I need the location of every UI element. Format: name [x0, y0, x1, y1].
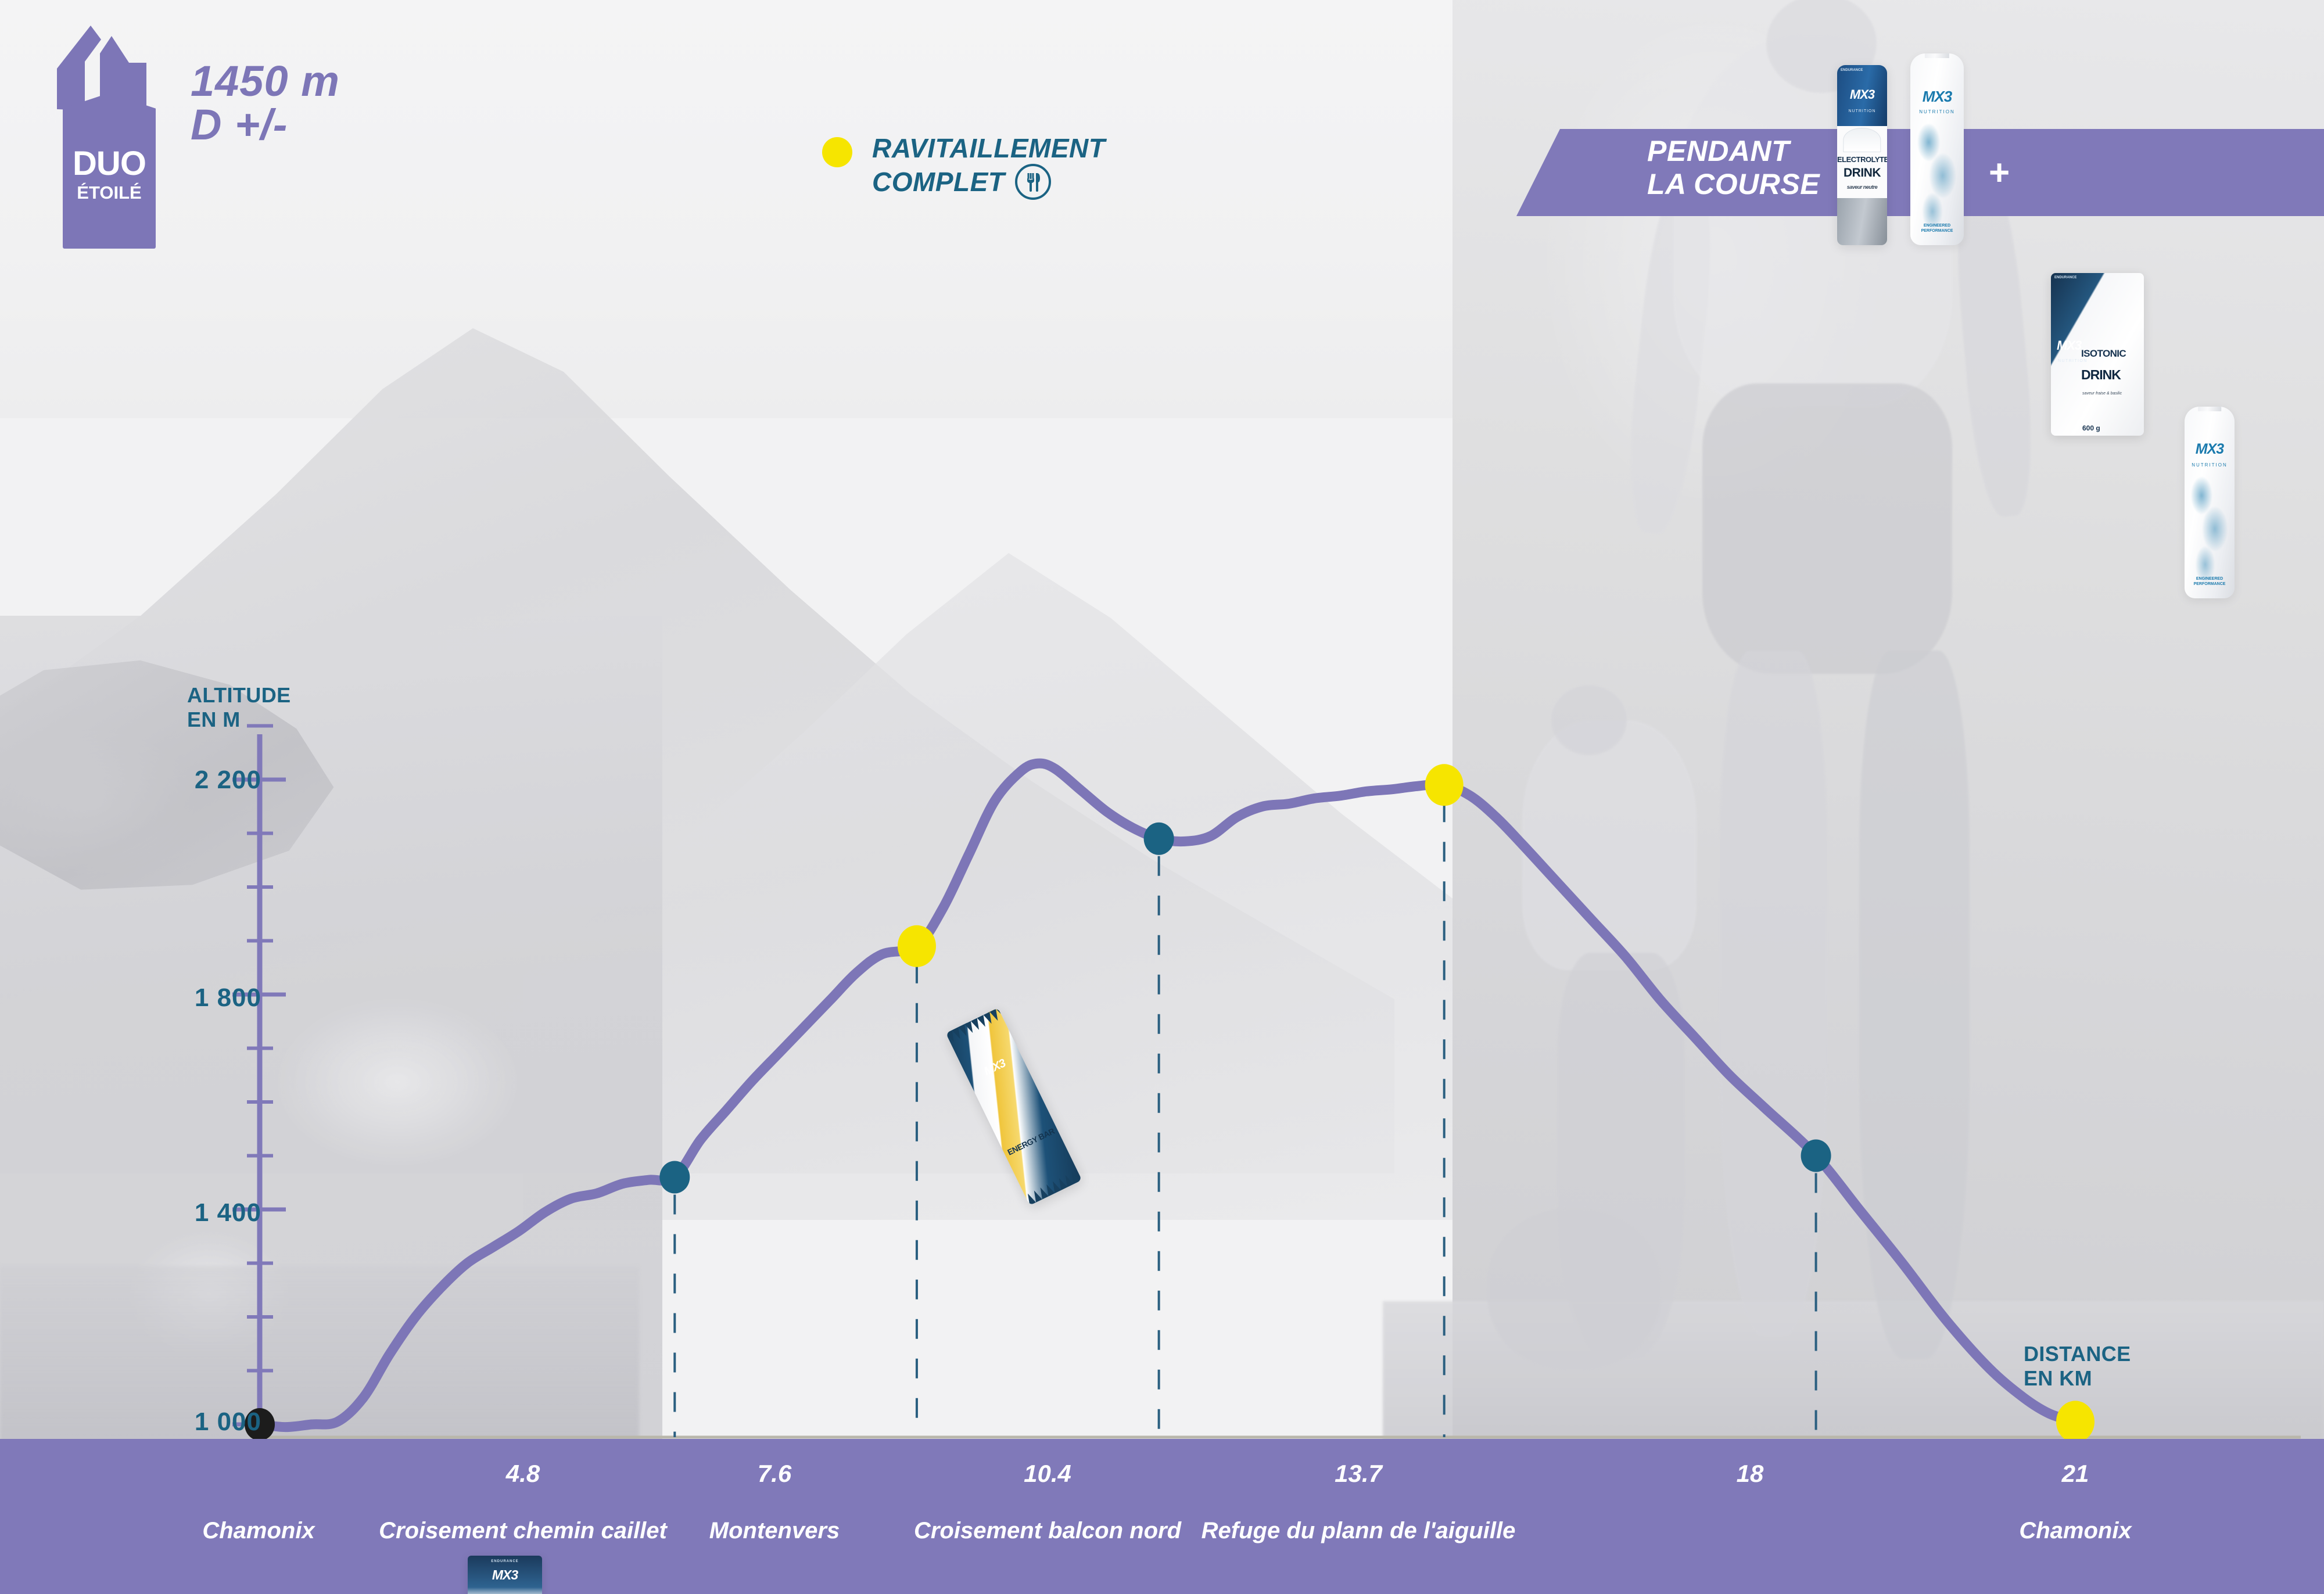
- product-mx3-bottle-1: MX3 NUTRITION ENGINEERED PERFORMANCE: [1910, 53, 1964, 245]
- bottle-cap: [1924, 53, 1950, 58]
- elevation-gain-stat: 1450 m D +/-: [191, 57, 340, 149]
- bottle-water-graphic: [2187, 472, 2232, 591]
- place-name-6: Chamonix: [2019, 1518, 2132, 1543]
- marker-aid-full-km-21[interactable]: [2056, 1401, 2095, 1443]
- product-tag: ENDURANCE: [2054, 276, 2077, 279]
- km-value-3: 10.4: [1024, 1460, 1071, 1487]
- runner2-torso: [1522, 720, 1697, 970]
- km-value-1: 4.8: [505, 1460, 540, 1487]
- bottom-axis-band: [0, 1439, 2324, 1594]
- ytick-label-1400: 1 400: [194, 1198, 261, 1227]
- duo-etoile-logo: DUO ÉTOILÉ 1450 m D +/-: [35, 6, 340, 250]
- ytick-label-1800: 1 800: [194, 983, 261, 1012]
- tube-bottom-section: [1837, 198, 1887, 245]
- product-flavor: saveur fraise & basilic: [2082, 392, 2122, 396]
- bottle-tagline-2: PERFORMANCE: [2193, 582, 2226, 587]
- legend-ravitaillement: RAVITAILLEMENT COMPLET: [822, 132, 1105, 200]
- logo-shield: DUO ÉTOILÉ: [35, 6, 180, 250]
- aid-station-dot-icon: [822, 137, 852, 167]
- legend-text-block: RAVITAILLEMENT COMPLET: [872, 132, 1105, 200]
- place-name-0: Chamonix: [202, 1518, 315, 1543]
- product-subbrand: NUTRITION: [2192, 462, 2228, 468]
- product-brand: MX3: [1922, 88, 1952, 106]
- km-value-5: 18: [1736, 1460, 1764, 1487]
- marker-waypoint-km-18[interactable]: [1801, 1139, 1831, 1172]
- product-tag: ENDURANCE: [1841, 69, 1863, 72]
- place-name-3: Croisement balcon nord: [913, 1518, 1182, 1543]
- ytick-label-2200: 2 200: [194, 766, 261, 794]
- place-name-1: Croisement chemin caillet: [379, 1518, 667, 1543]
- logo-etoile-text: ÉTOILÉ: [77, 182, 142, 203]
- logo-duo-text: DUO: [73, 144, 146, 182]
- marker-start-km-0[interactable]: [245, 1408, 275, 1441]
- product-brand: MX3: [982, 1057, 1008, 1079]
- product-tag: ENDURANCE: [491, 1559, 519, 1563]
- bottle-tagline-2: PERFORMANCE: [1921, 229, 1953, 234]
- product-line2: DRINK: [2081, 367, 2121, 383]
- product-subbrand: NUTRITION: [1848, 109, 1876, 113]
- bottle-tagline: ENGINEERED PERFORMANCE: [2194, 576, 2226, 587]
- bottle-water-graphic: [1913, 119, 1961, 238]
- background-grass: [0, 1266, 639, 1441]
- fork-knife-icon: [1015, 164, 1052, 200]
- product-line1: ELECTROLYTE: [1837, 155, 1887, 164]
- runner-torso: [1673, 35, 1952, 407]
- product-flavor: saveur neutre: [1846, 184, 1878, 190]
- y-axis-title: ALTITUDE EN M: [187, 683, 291, 731]
- km-value-2: 7.6: [757, 1460, 792, 1487]
- legend-line-1: RAVITAILLEMENT: [872, 133, 1106, 163]
- place-name-2: Montenvers: [709, 1518, 840, 1543]
- banner-label: PENDANT LA COURSE: [1647, 135, 1820, 200]
- plus-sign: +: [1989, 153, 2010, 193]
- tube-mid-section: ELECTROLYTE DRINK saveur neutre: [1837, 126, 1887, 199]
- tube-top-section: ENDURANCE MX3 NUTRITION: [1837, 65, 1887, 127]
- runner-leg-right: [1859, 651, 1970, 1359]
- x-axis-title: DISTANCE EN KM: [2024, 1342, 2131, 1391]
- bottle-tagline: ENGINEERED PERFORMANCE: [1921, 223, 1953, 234]
- runner2-head: [1551, 685, 1627, 755]
- marker-waypoint-km-4.8[interactable]: [659, 1161, 690, 1194]
- ytick-label-1000: 1 000: [194, 1408, 261, 1436]
- place-name-4: Refuge du plann de l'aiguille: [1201, 1518, 1516, 1543]
- bottle-tagline-1: ENGINEERED: [2196, 577, 2223, 581]
- product-subbrand: NUTRITION: [1919, 109, 1955, 114]
- mountain-peak-icon: [57, 26, 146, 110]
- elevation-profile-line: [254, 758, 2081, 1433]
- km-value-6: 21: [2061, 1460, 2089, 1487]
- product-brand: MX3: [1849, 87, 1875, 102]
- product-brand: MX3: [2195, 441, 2224, 458]
- product-weight: 600 g: [2082, 424, 2100, 432]
- product-subbrand: NUTRITION: [2058, 359, 2088, 364]
- marker-waypoint-km-10.4[interactable]: [1143, 822, 1174, 855]
- product-line1: ENERGY BAR: [1006, 1126, 1056, 1158]
- marker-aid-full-km-13.7[interactable]: [1425, 764, 1464, 806]
- product-brand: MX3: [2057, 338, 2082, 353]
- product-electrolyte-drink-tube: ENDURANCE MX3 NUTRITION ELECTROLYTE DRIN…: [1837, 65, 1887, 245]
- product-isotonic-drink-pouch: ENDURANCE MX3 NUTRITION ISOTONIC DRINK s…: [2051, 273, 2144, 436]
- product-line1: ISOTONIC: [2081, 347, 2126, 359]
- runner-shorts: [1702, 383, 1952, 674]
- legend-line-2: COMPLET: [872, 167, 1005, 198]
- checkpoint-markers: [245, 764, 2095, 1443]
- marker-aid-full-km-7.6[interactable]: [897, 925, 936, 967]
- bottle-tagline-1: ENGINEERED: [1923, 224, 1951, 228]
- logo-badge-body: DUO ÉTOILÉ: [63, 93, 156, 249]
- runner3-silhouette: [1487, 1208, 1662, 1371]
- product-brand: MX3: [492, 1567, 518, 1583]
- km-value-4: 13.7: [1335, 1460, 1382, 1487]
- product-line2: DRINK: [1844, 166, 1881, 179]
- marker-droplines: [673, 802, 2076, 1439]
- product-mx3-bottle-2: MX3 NUTRITION ENGINEERED PERFORMANCE: [2185, 407, 2235, 598]
- bottle-cap: [2198, 407, 2221, 411]
- product-hydro-energy-gel-left: ENDURANCE MX3 HYDRO ENERGY GEL saveur ag…: [468, 1556, 542, 1594]
- runner-leg-left: [1720, 651, 1827, 1336]
